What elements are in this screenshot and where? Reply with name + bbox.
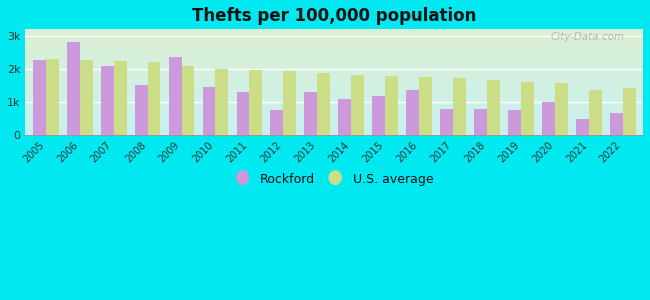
Bar <box>440 109 453 135</box>
Bar <box>487 80 500 135</box>
Bar <box>521 82 534 135</box>
Bar <box>203 87 215 135</box>
Bar <box>542 101 555 135</box>
Legend: Rockford, U.S. average: Rockford, U.S. average <box>230 168 438 190</box>
Bar <box>555 82 567 135</box>
Bar <box>406 90 419 135</box>
Title: Thefts per 100,000 population: Thefts per 100,000 population <box>192 7 476 25</box>
Bar <box>589 90 602 135</box>
Bar <box>317 73 330 135</box>
Bar <box>623 88 636 135</box>
Bar <box>148 62 161 135</box>
Bar <box>181 66 194 135</box>
Bar <box>101 66 114 135</box>
Bar <box>114 61 127 135</box>
Bar <box>453 78 466 135</box>
Bar <box>576 119 589 135</box>
Bar <box>168 57 181 135</box>
Bar <box>474 109 487 135</box>
Text: City-Data.com: City-Data.com <box>551 32 625 43</box>
Bar <box>250 70 263 135</box>
Bar <box>351 75 364 135</box>
Bar <box>80 60 92 135</box>
Bar <box>610 113 623 135</box>
Bar <box>270 110 283 135</box>
Bar <box>508 110 521 135</box>
Bar <box>419 77 432 135</box>
Bar <box>385 76 398 135</box>
Bar <box>46 59 58 135</box>
Bar <box>283 71 296 135</box>
Bar <box>372 96 385 135</box>
Bar <box>215 69 228 135</box>
Bar <box>135 85 148 135</box>
Bar <box>304 92 317 135</box>
Bar <box>33 60 46 135</box>
Bar <box>237 92 250 135</box>
Bar <box>338 99 351 135</box>
Bar <box>67 42 80 135</box>
